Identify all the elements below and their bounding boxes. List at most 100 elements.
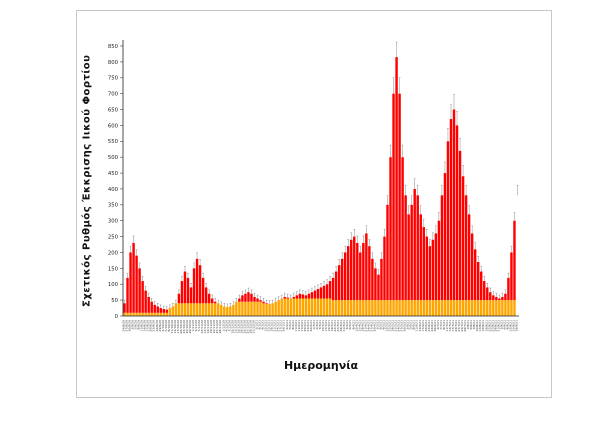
svg-text:26/7/21: 26/7/21 [460,320,464,332]
svg-text:27/5/21: 27/5/21 [400,320,404,332]
svg-text:25/11/20: 25/11/20 [215,320,219,334]
svg-text:11/9/20: 11/9/20 [140,320,144,332]
svg-text:30/4/21: 30/4/21 [372,320,376,332]
svg-text:650: 650 [108,107,119,113]
svg-text:16/8/21: 16/8/21 [481,320,485,332]
svg-text:10/12/20: 10/12/20 [230,320,234,334]
svg-text:18/9/21: 18/9/21 [514,320,518,332]
svg-text:18/5/21: 18/5/21 [391,320,395,332]
chart-frame: Σχετικός Ρυθμός Έκκρισης Ιικού Φορτίου 0… [76,10,552,398]
svg-text:13/3/21: 13/3/21 [324,320,328,332]
svg-text:700: 700 [108,92,119,98]
svg-text:17/9/20: 17/9/20 [146,320,150,332]
svg-text:5/2/21: 5/2/21 [288,320,292,330]
svg-text:6/1/21: 6/1/21 [258,320,262,330]
svg-text:600: 600 [108,123,119,129]
svg-text:21/5/21: 21/5/21 [394,320,398,332]
svg-text:5/10/20: 5/10/20 [164,320,168,332]
svg-text:4/12/20: 4/12/20 [224,320,228,332]
svg-text:20/2/21: 20/2/21 [303,320,307,332]
svg-text:400: 400 [108,187,119,193]
svg-text:100: 100 [108,282,119,288]
svg-text:2/6/21: 2/6/21 [406,320,410,330]
svg-text:350: 350 [108,203,119,209]
svg-text:0: 0 [115,314,119,320]
svg-text:7/12/20: 7/12/20 [227,320,231,332]
svg-text:16/11/20: 16/11/20 [206,320,210,334]
svg-text:22/3/21: 22/3/21 [333,320,337,332]
svg-text:300: 300 [108,219,119,225]
svg-text:6/4/21: 6/4/21 [348,320,352,330]
svg-text:11/7/21: 11/7/21 [445,320,449,332]
x-axis-tick-labels: 24/8/20 27/8/20 30/8/20 2/9/20 5/9/20 8/9/20 1… [122,320,519,334]
svg-text:2/10/20: 2/10/20 [161,320,165,332]
svg-text:8/6/21: 8/6/21 [412,320,416,330]
svg-text:30/1/21: 30/1/21 [282,320,286,332]
svg-text:10/3/21: 10/3/21 [321,320,325,332]
svg-text:23/7/21: 23/7/21 [457,320,461,332]
svg-text:7/3/21: 7/3/21 [318,320,322,330]
axes [122,40,519,317]
svg-text:12/1/21: 12/1/21 [264,320,268,332]
svg-text:9/1/21: 9/1/21 [261,320,265,330]
svg-text:8/7/21: 8/7/21 [442,320,446,330]
svg-text:28/11/20: 28/11/20 [218,320,222,334]
svg-text:23/10/20: 23/10/20 [182,320,186,334]
svg-text:20/7/21: 20/7/21 [454,320,458,332]
svg-text:30/8/20: 30/8/20 [128,320,132,332]
svg-text:24/5/21: 24/5/21 [397,320,401,332]
svg-text:6/9/21: 6/9/21 [502,320,506,330]
svg-text:27/4/21: 27/4/21 [369,320,373,332]
svg-text:2/2/21: 2/2/21 [285,320,289,330]
svg-text:30/5/21: 30/5/21 [403,320,407,332]
svg-text:28/12/20: 28/12/20 [248,320,252,334]
svg-text:22/11/20: 22/11/20 [212,320,216,334]
svg-text:8/9/20: 8/9/20 [137,320,141,330]
svg-text:12/9/21: 12/9/21 [508,320,512,332]
svg-text:1/3/21: 1/3/21 [312,320,316,330]
svg-text:17/10/20: 17/10/20 [176,320,180,334]
error-bars [123,41,519,310]
svg-text:13/11/20: 13/11/20 [203,320,207,334]
svg-text:19/8/21: 19/8/21 [484,320,488,332]
svg-text:1/11/20: 1/11/20 [191,320,195,332]
svg-text:26/10/20: 26/10/20 [185,320,189,334]
svg-text:250: 250 [108,235,119,241]
svg-text:31/8/21: 31/8/21 [496,320,500,332]
svg-text:2/7/21: 2/7/21 [436,320,440,330]
svg-text:28/8/21: 28/8/21 [493,320,497,332]
svg-text:31/3/21: 31/3/21 [342,320,346,332]
svg-text:18/1/21: 18/1/21 [270,320,274,332]
svg-text:12/5/21: 12/5/21 [385,320,389,332]
svg-text:4/3/21: 4/3/21 [315,320,319,330]
svg-text:3/4/21: 3/4/21 [345,320,349,330]
svg-text:29/7/21: 29/7/21 [463,320,467,332]
svg-text:50: 50 [111,298,118,304]
svg-text:27/1/21: 27/1/21 [279,320,283,332]
bars [123,57,516,316]
svg-text:1/8/21: 1/8/21 [466,320,470,330]
svg-text:27/8/20: 27/8/20 [125,320,129,332]
svg-text:13/12/20: 13/12/20 [233,320,237,334]
svg-text:20/10/20: 20/10/20 [179,320,183,334]
svg-text:23/6/21: 23/6/21 [427,320,431,332]
svg-text:12/4/21: 12/4/21 [354,320,358,332]
svg-text:17/7/21: 17/7/21 [451,320,455,332]
svg-text:25/12/20: 25/12/20 [245,320,249,334]
svg-text:26/6/21: 26/6/21 [430,320,434,332]
svg-text:19/3/21: 19/3/21 [330,320,334,332]
svg-text:31/12/20: 31/12/20 [252,320,256,334]
svg-text:10/8/21: 10/8/21 [475,320,479,332]
svg-text:7/11/20: 7/11/20 [197,320,201,332]
svg-text:26/2/21: 26/2/21 [309,320,313,332]
svg-text:150: 150 [108,266,119,272]
svg-text:19/11/20: 19/11/20 [209,320,213,334]
svg-text:14/7/21: 14/7/21 [448,320,452,332]
svg-text:23/2/21: 23/2/21 [306,320,310,332]
svg-text:5/7/21: 5/7/21 [439,320,443,330]
svg-text:20/9/20: 20/9/20 [149,320,153,332]
svg-text:16/3/21: 16/3/21 [327,320,331,332]
svg-text:750: 750 [108,76,119,82]
svg-text:550: 550 [108,139,119,145]
